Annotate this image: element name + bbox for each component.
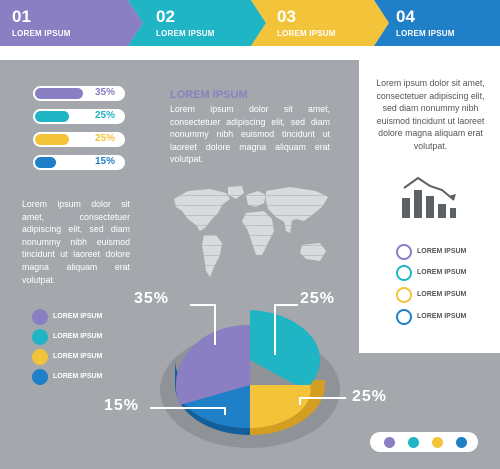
dot-icon — [456, 437, 467, 448]
step-1-label: LOREM IPSUM — [12, 29, 71, 38]
right-legend-label-3: LOREM IPSUM — [417, 291, 467, 298]
leader-line-25-top — [274, 304, 298, 355]
pie-label-15: 15% — [104, 397, 140, 414]
bar-chart-down-icon — [402, 176, 456, 218]
progress-bar-2: 25% — [33, 109, 125, 124]
progress-bar-4: 15% — [33, 155, 125, 170]
step-2-label: LOREM IPSUM — [156, 29, 215, 38]
legend-dot-icon — [32, 329, 48, 345]
left-legend-label-3: LOREM IPSUM — [53, 353, 103, 360]
step-2: 02 LOREM IPSUM — [128, 0, 266, 46]
leader-line-15 — [150, 407, 226, 415]
progress-label-2: 25% — [94, 110, 115, 121]
step-4-label: LOREM IPSUM — [396, 29, 455, 38]
pie-chart — [150, 304, 346, 448]
legend-dot-icon — [32, 349, 48, 365]
leader-line-35 — [190, 304, 216, 345]
legend-dot-icon — [32, 369, 48, 385]
step-4: 04 LOREM IPSUM — [374, 0, 500, 46]
person-icon — [396, 244, 412, 260]
pie-label-35: 35% — [134, 290, 170, 307]
person-icon — [396, 287, 412, 303]
right-legend-label-2: LOREM IPSUM — [417, 269, 467, 276]
person-icon — [396, 309, 412, 325]
progress-fill-1 — [35, 88, 83, 99]
pie-slice-teal — [250, 310, 321, 390]
step-4-number: 04 — [396, 7, 415, 26]
pie-slice-purple — [175, 324, 250, 405]
world-map-icon — [170, 186, 332, 277]
right-legend-label-1: LOREM IPSUM — [417, 248, 467, 255]
center-title: LOREM IPSUM — [170, 89, 248, 101]
progress-label-4: 15% — [94, 156, 115, 167]
step-1: 01 LOREM IPSUM — [0, 0, 143, 46]
left-paragraph: Lorem ipsum dolor sit amet, consectetuer… — [22, 199, 130, 285]
pie-slice-blue — [175, 385, 250, 429]
progress-fill-2 — [35, 111, 69, 122]
step-3-label: LOREM IPSUM — [277, 29, 336, 38]
progress-bar-1: 35% — [33, 86, 125, 101]
step-1-number: 01 — [12, 7, 31, 26]
progress-label-1: 35% — [94, 87, 115, 98]
person-icon — [396, 265, 412, 281]
left-legend-label-2: LOREM IPSUM — [53, 333, 103, 340]
bottom-dots-bar — [370, 432, 478, 452]
step-3-number: 03 — [277, 7, 296, 26]
progress-bar-3: 25% — [33, 132, 125, 147]
left-legend-label-4: LOREM IPSUM — [53, 373, 103, 380]
dot-icon — [432, 437, 443, 448]
left-legend-label-1: LOREM IPSUM — [53, 313, 103, 320]
progress-fill-4 — [35, 157, 56, 168]
step-2-number: 02 — [156, 7, 175, 26]
pie-slice-yellow — [250, 385, 311, 428]
legend-dot-icon — [32, 309, 48, 325]
dot-icon — [384, 437, 395, 448]
progress-label-3: 25% — [94, 133, 115, 144]
step-3: 03 LOREM IPSUM — [251, 0, 389, 46]
pie-label-25-top: 25% — [300, 290, 336, 307]
center-paragraph: Lorem ipsum dolor sit amet, consectetuer… — [170, 104, 330, 165]
leader-line-25-bottom — [299, 397, 346, 405]
pie-label-25-bottom: 25% — [352, 388, 388, 405]
right-paragraph: Lorem ipsum dolor sit amet, consectetuer… — [376, 78, 485, 151]
steps-banner: 01 LOREM IPSUM 02 LOREM IPSUM 03 LOREM I… — [0, 0, 500, 46]
progress-fill-3 — [35, 134, 69, 145]
right-legend-label-4: LOREM IPSUM — [417, 313, 467, 320]
dot-icon — [408, 437, 419, 448]
